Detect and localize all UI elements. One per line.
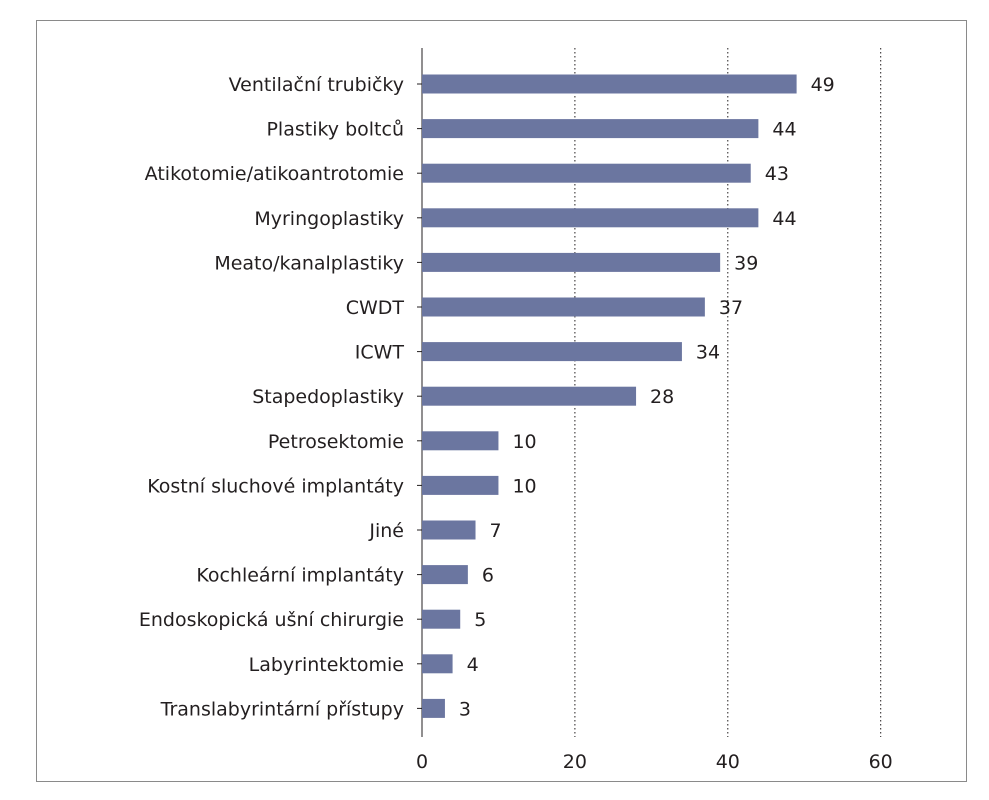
y-axis	[417, 48, 423, 737]
category-label: Endoskopická ušní chirurgie	[139, 609, 404, 631]
value-label: 3	[459, 698, 471, 720]
bar	[422, 252, 721, 272]
value-label: 37	[719, 297, 743, 319]
bar	[422, 208, 759, 228]
bar	[422, 119, 759, 139]
category-label: Jiné	[368, 520, 404, 542]
category-label: Petrosektomie	[268, 431, 404, 453]
category-label: Translabyrintární přístupy	[160, 698, 404, 720]
x-tick-label: 0	[416, 751, 428, 773]
bars	[422, 74, 797, 718]
bar	[422, 74, 797, 94]
bar	[422, 431, 499, 451]
category-label: Kostní sluchové implantáty	[147, 475, 404, 497]
category-label: CWDT	[346, 297, 405, 319]
category-label: Stapedoplastiky	[252, 386, 404, 408]
value-label: 10	[512, 431, 536, 453]
bar	[422, 342, 682, 362]
value-label: 44	[772, 119, 796, 141]
category-label: Meato/kanalplastiky	[214, 252, 404, 274]
category-label: Kochleární implantáty	[196, 565, 404, 587]
category-labels: Ventilační trubičky Plastiky boltců Atikot…	[139, 74, 405, 720]
bar	[422, 565, 468, 585]
category-label: Plastiky boltců	[266, 119, 404, 141]
value-label: 4	[467, 654, 479, 676]
bar	[422, 163, 751, 183]
x-tick-label: 40	[716, 751, 740, 773]
category-label: ICWT	[355, 342, 405, 364]
x-tick-label: 20	[563, 751, 587, 773]
value-label: 28	[650, 386, 674, 408]
bar	[422, 520, 476, 540]
bar	[422, 654, 453, 674]
bar	[422, 698, 445, 718]
value-label: 10	[512, 475, 536, 497]
bar	[422, 475, 499, 495]
x-tick-labels: 0 20 40 60	[416, 751, 893, 773]
category-label: Atikotomie/atikoantrotomie	[145, 163, 404, 185]
category-label: Myringoplastiky	[254, 208, 404, 230]
value-label: 43	[765, 163, 789, 185]
value-label: 6	[482, 565, 494, 587]
value-label: 44	[772, 208, 796, 230]
value-label: 5	[474, 609, 486, 631]
x-tick-label: 60	[869, 751, 893, 773]
category-label: Ventilační trubičky	[229, 74, 404, 96]
value-label: 39	[734, 252, 758, 274]
bar	[422, 297, 705, 317]
value-label: 34	[696, 342, 720, 364]
bar	[422, 386, 637, 406]
category-label: Labyrintektomie	[249, 654, 404, 676]
value-label: 49	[811, 74, 835, 96]
bar	[422, 609, 461, 629]
value-label: 7	[490, 520, 502, 542]
